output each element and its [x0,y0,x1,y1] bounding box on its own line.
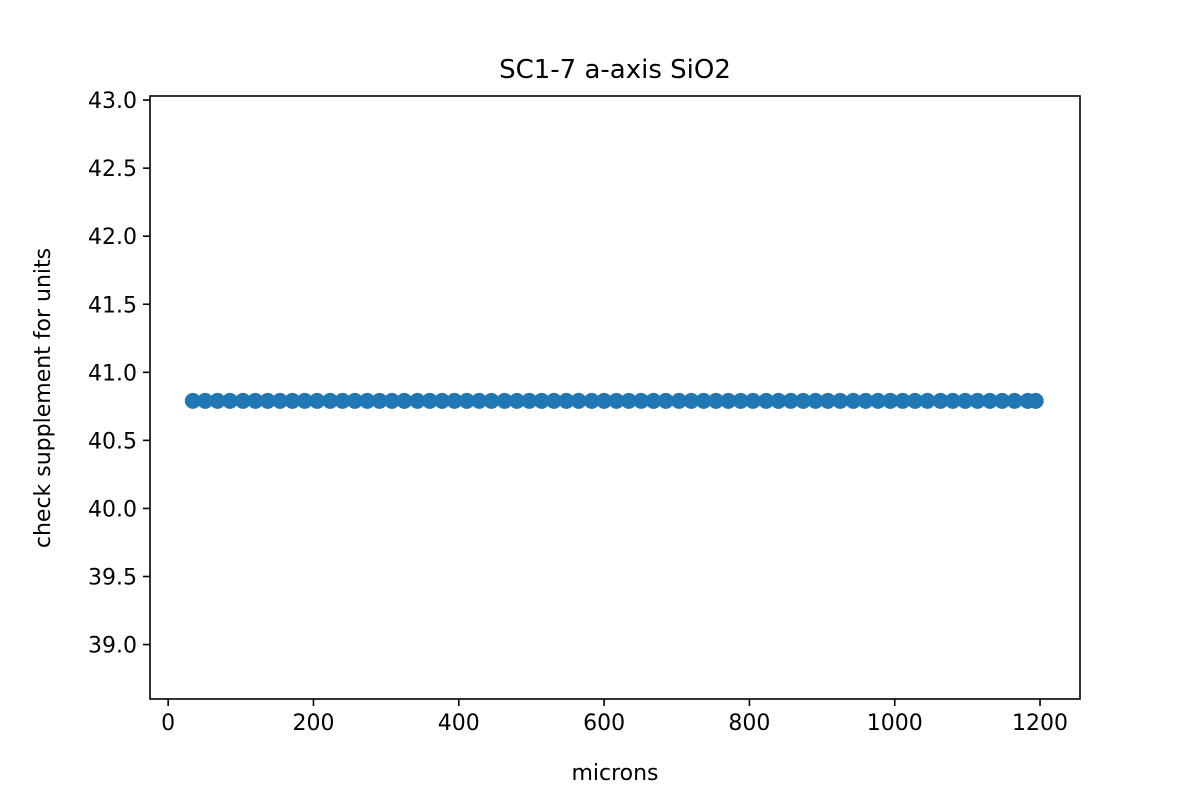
data-point [907,392,924,409]
data-point [645,392,662,409]
data-point [421,392,438,409]
y-tick-label: 40.5 [88,429,137,454]
chart-title: SC1-7 a-axis SiO2 [499,55,731,85]
data-point [570,392,587,409]
x-axis: 0 200 400 600 800 1000 1200 [161,699,1068,736]
data-point [272,392,289,409]
y-tick-label: 42.0 [88,225,137,250]
data-point [994,392,1011,409]
x-tick-label: 0 [161,711,175,736]
data-point [221,392,238,409]
y-tick-label: 41.5 [88,293,137,318]
y-tick-label: 41.0 [88,361,137,386]
data-point [919,392,936,409]
data-point [944,392,961,409]
data-point [284,392,301,409]
data-point [209,392,226,409]
data-point [496,392,513,409]
data-point [458,392,475,409]
data-point [633,392,650,409]
data-point [845,392,862,409]
data-point [720,392,737,409]
data-point [657,392,674,409]
data-point [1006,392,1023,409]
data-point [782,392,799,409]
data-point [608,392,625,409]
data-point [732,392,749,409]
x-axis-label: microns [571,761,658,786]
data-point [434,392,451,409]
y-tick-label: 39.0 [88,634,137,659]
data-point [184,392,201,409]
data-point [396,392,413,409]
data-point [545,392,562,409]
data-point [870,392,887,409]
data-point [795,392,812,409]
data-point [383,392,400,409]
data-point [807,392,824,409]
y-axis: 39.0 39.5 40.0 40.5 41.0 41.5 42.0 42.5 43.0 [88,89,150,659]
x-tick-label: 200 [292,711,334,736]
data-point [932,392,949,409]
data-point [346,392,363,409]
data-point [745,392,762,409]
data-point [334,392,351,409]
data-point [483,392,500,409]
y-tick-label: 43.0 [88,89,137,114]
data-point [521,392,538,409]
x-tick-label: 600 [583,711,625,736]
data-point [819,392,836,409]
data-point [758,392,775,409]
data-point [558,392,575,409]
y-tick-label: 42.5 [88,157,137,182]
data-point [770,392,787,409]
data-point [695,392,712,409]
data-point [197,392,214,409]
data-point [620,392,637,409]
plot-frame [149,95,1081,700]
data-point [247,392,264,409]
data-point [359,392,376,409]
data-points [184,392,1044,409]
data-point [446,392,463,409]
data-point [409,392,426,409]
data-point [583,392,600,409]
data-point [533,392,550,409]
y-tick-label: 39.5 [88,565,137,590]
data-point [259,392,276,409]
y-tick-label: 40.0 [88,497,137,522]
data-point [322,392,339,409]
y-axis-label: check supplement for units [31,248,56,548]
data-point [981,392,998,409]
x-tick-label: 1200 [1012,711,1068,736]
data-point [1027,392,1044,409]
x-tick-label: 400 [438,711,480,736]
data-point [371,392,388,409]
data-point [894,392,911,409]
data-point [596,392,613,409]
data-point [508,392,525,409]
data-point [882,392,899,409]
x-tick-label: 1000 [867,711,923,736]
data-point [969,392,986,409]
data-point [471,392,488,409]
data-point [296,392,313,409]
data-point [857,392,874,409]
data-point [309,392,326,409]
data-point [957,392,974,409]
data-point [683,392,700,409]
data-point [235,392,251,409]
x-tick-label: 800 [728,711,770,736]
data-point [832,392,849,409]
data-point [707,392,724,409]
data-point [670,392,687,409]
